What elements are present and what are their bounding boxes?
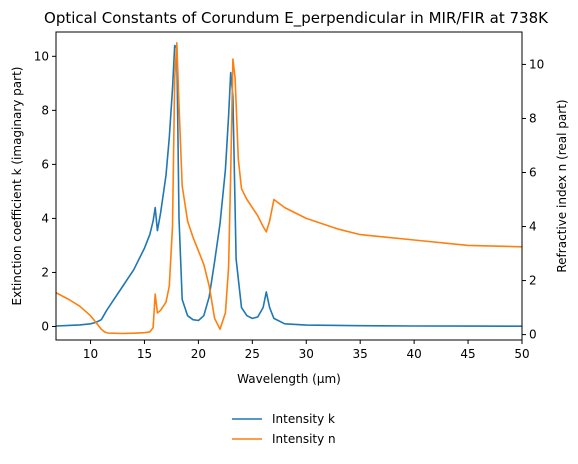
y-left-tick-label: 10 <box>34 49 49 63</box>
x-tick-label: 30 <box>299 347 314 361</box>
y-right-tick-label: 4 <box>529 220 537 234</box>
y-axis-right: 0 2 4 6 8 10 <box>522 57 544 342</box>
x-tick-label: 20 <box>191 347 206 361</box>
y-axis-left: 0 2 4 6 8 10 <box>34 49 56 333</box>
y-right-tick-label: 0 <box>529 328 537 342</box>
legend-label: Intensity n <box>272 432 336 446</box>
y-left-tick-label: 8 <box>41 103 49 117</box>
x-axis: 10 15 20 25 30 35 40 45 50 <box>83 340 530 361</box>
x-tick-label: 50 <box>514 347 529 361</box>
y-axis-left-label: Extinction coefficient k (imaginary part… <box>10 67 24 306</box>
plot-frame <box>55 31 523 341</box>
x-tick-label: 25 <box>245 347 260 361</box>
y-right-tick-label: 6 <box>529 165 537 179</box>
y-left-tick-label: 2 <box>41 265 49 279</box>
y-left-tick-label: 6 <box>41 157 49 171</box>
x-tick-label: 35 <box>353 347 368 361</box>
x-tick-label: 45 <box>460 347 475 361</box>
plot-lines <box>56 41 522 335</box>
legend: Intensity k Intensity n <box>232 412 336 446</box>
x-tick-label: 10 <box>83 347 98 361</box>
y-left-tick-label: 4 <box>41 211 49 225</box>
y-right-tick-label: 2 <box>529 274 537 288</box>
series-line-n <box>56 41 522 335</box>
y-left-tick-label: 0 <box>41 319 49 333</box>
x-tick-label: 40 <box>406 347 421 361</box>
x-tick-label: 15 <box>137 347 152 361</box>
series-line-k <box>56 44 522 328</box>
y-right-tick-label: 8 <box>529 111 537 125</box>
chart-title: Optical Constants of Corundum E_perpendi… <box>44 9 549 28</box>
y-axis-right-label: Refractive index n (real part) <box>555 99 569 272</box>
x-axis-label: Wavelength (μm) <box>237 372 341 386</box>
legend-label: Intensity k <box>272 412 335 426</box>
y-right-tick-label: 10 <box>529 57 544 71</box>
